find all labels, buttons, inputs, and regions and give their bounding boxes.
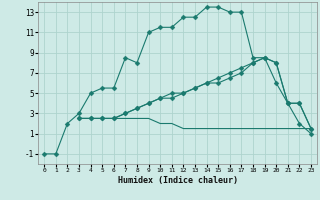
- X-axis label: Humidex (Indice chaleur): Humidex (Indice chaleur): [118, 176, 238, 185]
